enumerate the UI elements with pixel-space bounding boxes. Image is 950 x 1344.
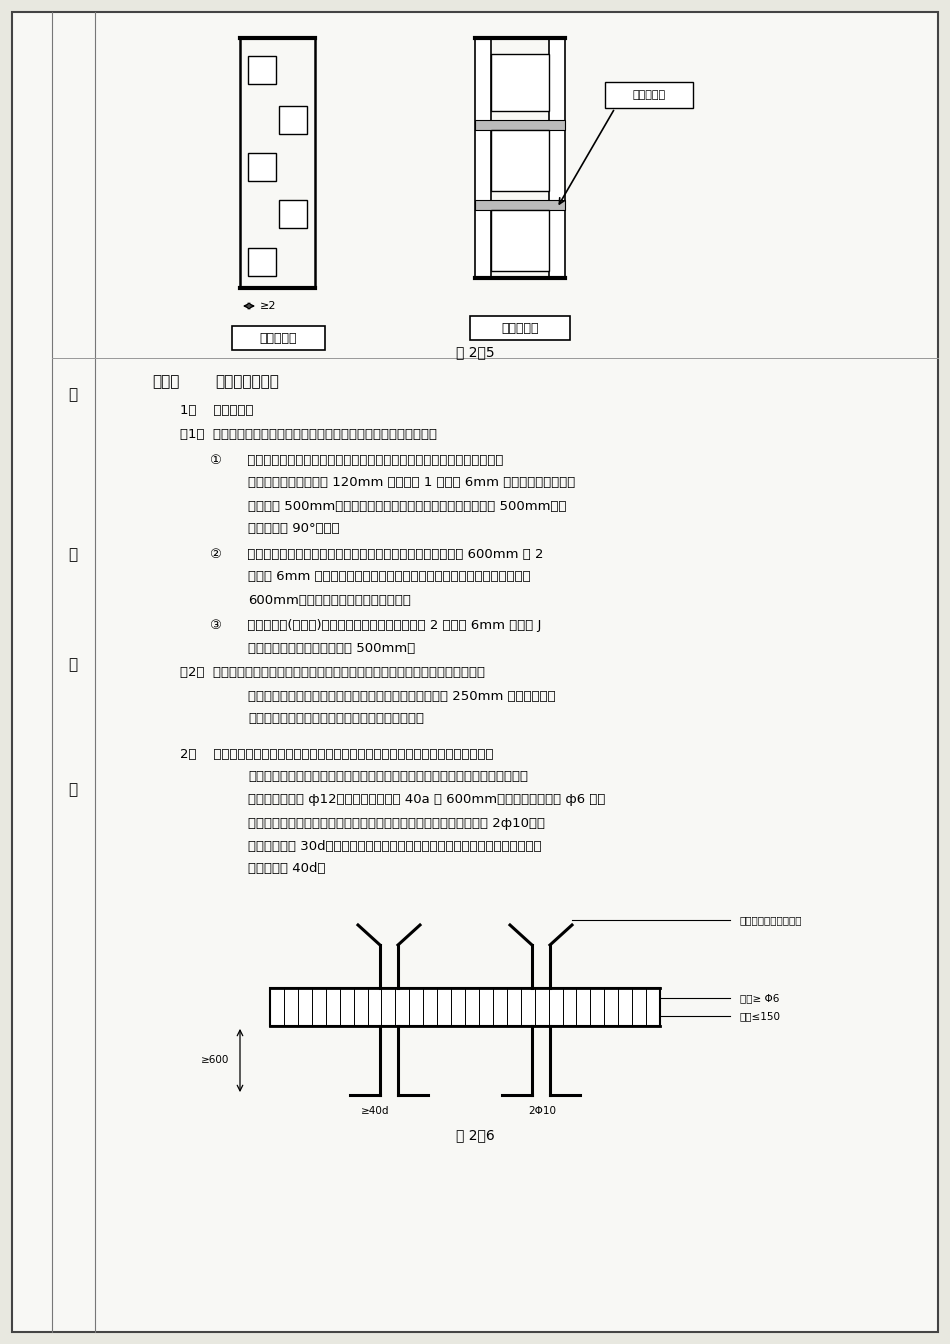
Text: 1、    砌体结构。: 1、 砌体结构。 (180, 403, 254, 417)
Bar (279, 106, 307, 134)
Text: 暗框架配筋: 暗框架配筋 (633, 90, 666, 99)
Text: ≥600: ≥600 (200, 1055, 229, 1064)
Text: ≥40d: ≥40d (361, 1106, 390, 1116)
Text: ②      混凝土空心砌块墙：在洞顶部设置混凝土过梁。洞口两侧每隔 600mm 设 2: ② 混凝土空心砌块墙：在洞顶部设置混凝土过梁。洞口两侧每隔 600mm 设 2 (210, 547, 543, 560)
Text: 容: 容 (68, 782, 78, 797)
Bar (491, 54, 549, 112)
Text: 钢筋端头，如下图所示。洞口两侧应设置竖向构造钢筋，每边不少于 2ф10，锚: 钢筋端头，如下图所示。洞口两侧应设置竖向构造钢筋，每边不少于 2ф10，锚 (248, 817, 545, 829)
Bar (491, 210, 549, 271)
Text: 在八度区不少于 ф12，锚固长度不少于 40a 和 600mm。箍筋直径最小为 ф6 纵向: 在八度区不少于 ф12，锚固长度不少于 40a 和 600mm。箍筋直径最小为 … (248, 793, 605, 806)
Bar (232, 327, 325, 349)
Bar (248, 56, 276, 83)
Text: 图 2－6: 图 2－6 (456, 1128, 494, 1142)
Bar (491, 130, 549, 191)
Text: 一般错洞墙: 一般错洞墙 (259, 332, 296, 344)
Bar (605, 82, 693, 108)
Text: 根直径 6mm 的拉结筋。拉结筋埋入长度，从留搓处算起，每边均不应小于: 根直径 6mm 的拉结筋。拉结筋埋入长度，从留搓处算起，每边均不应小于 (248, 570, 531, 583)
Text: ①      烧结普通粘土砖墙：洞口两侧须留成直搓，但必须做成凸搓，并加设拉结: ① 烧结普通粘土砖墙：洞口两侧须留成直搓，但必须做成凸搓，并加设拉结 (210, 453, 504, 466)
Bar (549, 38, 565, 278)
Text: 交: 交 (68, 387, 78, 402)
Text: 不得超过 500mm，埋入长度从墙的留搓处算起，每边均不小于 500mm，钢: 不得超过 500mm，埋入长度从墙的留搓处算起，每边均不小于 500mm，钢 (248, 500, 566, 512)
Text: 过梁的断面尺寸及配筋一定要经过计算方能确定。: 过梁的断面尺寸及配筋一定要经过计算方能确定。 (248, 712, 424, 726)
Bar (248, 249, 276, 276)
Bar (475, 200, 565, 210)
Text: （2）  过梁的设置。过梁的形式有：砌筑钢筋砖过梁、实心砖平拱式过梁、现浇或预: （2） 过梁的设置。过梁的形式有：砌筑钢筋砖过梁、实心砖平拱式过梁、现浇或预 (180, 667, 485, 680)
Text: 图 2－5: 图 2－5 (456, 345, 494, 359)
Bar (270, 988, 660, 1025)
Text: 固长度不少于 30d。洞口处原墙体水平、竖向配筋应断开，断开长度（即外露长: 固长度不少于 30d。洞口处原墙体水平、竖向配筋应断开，断开长度（即外露长 (248, 840, 542, 852)
Bar (279, 200, 307, 228)
Text: ≥2: ≥2 (260, 301, 276, 310)
Bar (475, 38, 491, 278)
Text: （三）: （三） (152, 375, 180, 390)
Text: 施工洞构造要求: 施工洞构造要求 (215, 375, 279, 390)
Bar (248, 153, 276, 181)
Text: 2Φ10: 2Φ10 (528, 1106, 556, 1116)
Text: 梁，其钢筋应按计算配置，并应征得设计人员同意。并不得低于下述构造要求，: 梁，其钢筋应按计算配置，并应征得设计人员同意。并不得低于下述构造要求， (248, 770, 528, 784)
Bar (470, 316, 570, 340)
Text: 底: 底 (68, 547, 78, 563)
Text: 筋，拉结筋的数量为每 120mm 墙厚放置 1 根直径 6mm 的钢筋，间距沿墙高: 筋，拉结筋的数量为每 120mm 墙厚放置 1 根直径 6mm 的钢筋，间距沿墙… (248, 477, 576, 489)
Text: 筋末端应有 90°弯钩。: 筋末端应有 90°弯钩。 (248, 523, 340, 535)
Text: 间距≤150: 间距≤150 (740, 1011, 781, 1021)
Text: 度）不小于 40d。: 度）不小于 40d。 (248, 863, 326, 875)
Text: 600mm，钢筋外露部分不得任意弯折。: 600mm，钢筋外露部分不得任意弯折。 (248, 594, 410, 606)
Text: 按计算确定直径和根数: 按计算确定直径和根数 (740, 915, 803, 925)
Text: 2、    钢筋混凝土结构。在钢筋混凝土墙上留施工洞，在无暗框架时，洞顶必须设置过: 2、 钢筋混凝土结构。在钢筋混凝土墙上留施工洞，在无暗框架时，洞顶必须设置过 (180, 747, 493, 761)
Text: 叠合错洞墙: 叠合错洞墙 (502, 321, 539, 335)
Bar (475, 120, 565, 130)
Text: 箍筋≥ Φ6: 箍筋≥ Φ6 (740, 993, 779, 1003)
Text: 申过洞口两边长度每边不小于 500mm。: 申过洞口两边长度每边不小于 500mm。 (248, 641, 415, 655)
Text: ③      加气混凝土(粉煤灰)砌块墙：施工洞口上部应放置 2 根直径 6mm 的钢筋 J: ③ 加气混凝土(粉煤灰)砌块墙：施工洞口上部应放置 2 根直径 6mm 的钢筋 … (210, 618, 542, 632)
Text: 制混凝土过梁。选择过梁长度时，一定要保证每边不小于 250mm 的支承长度。: 制混凝土过梁。选择过梁长度时，一定要保证每边不小于 250mm 的支承长度。 (248, 689, 556, 703)
Text: （1）  在砌体上留施工洞时，洞口顶部必须设置过梁。洞口构造如下：: （1） 在砌体上留施工洞时，洞口顶部必须设置过梁。洞口构造如下： (180, 429, 437, 441)
Text: 内: 内 (68, 657, 78, 672)
